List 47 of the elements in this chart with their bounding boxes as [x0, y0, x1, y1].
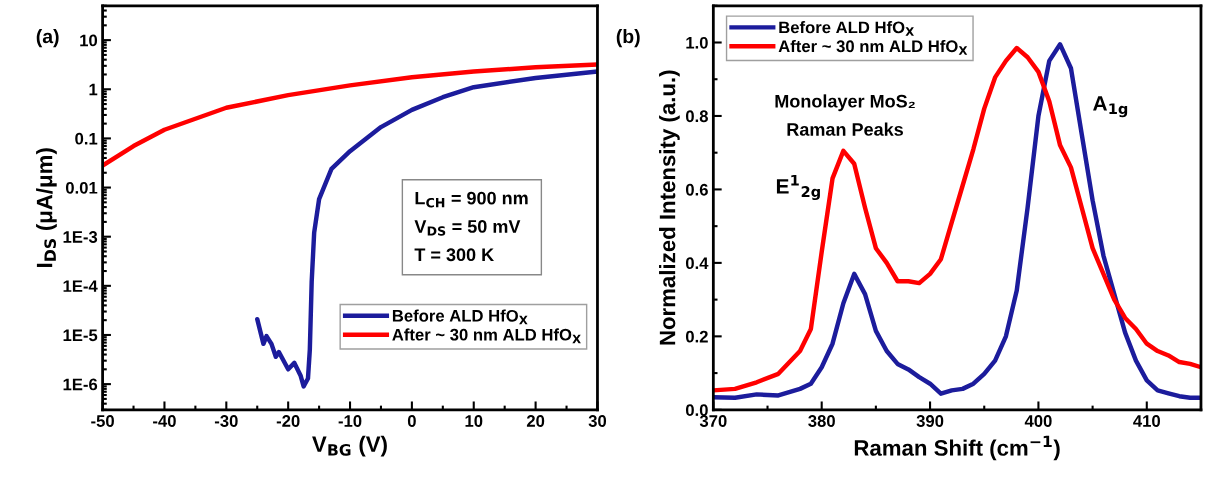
x-tick-label: -30 — [214, 415, 238, 427]
y-tick-label: 0.6 — [685, 183, 708, 196]
y-tick-label: 0.0 — [685, 404, 708, 417]
y-tick-label: 0.8 — [685, 110, 708, 123]
annotation: V$_{DS}$ = 50 mV — [414, 220, 521, 236]
y-tick-label: 1 — [89, 83, 98, 96]
x-tick-label: -40 — [153, 415, 176, 427]
text: (a) — [36, 29, 59, 48]
legend-label: After ~ 30 nm ALD HfO$_{X}$ — [778, 39, 968, 55]
x-tick-label: 410 — [1133, 415, 1161, 427]
annotation: T = 300 K — [414, 248, 494, 262]
y-tick-label: 0.4 — [685, 257, 709, 270]
x-tick-label: 380 — [808, 415, 835, 427]
text: (b) — [616, 29, 640, 48]
y-tick-label: 1E-5 — [63, 329, 98, 342]
y-tick-label: 1E-4 — [63, 280, 98, 292]
annotation: L$_{CH}$ = 900 nm — [415, 191, 528, 208]
x-tick-label: 370 — [699, 415, 727, 427]
y-tick-label: 0.2 — [685, 330, 708, 343]
y-tick-label: 0.1 — [75, 132, 98, 145]
x-tick-label: 10 — [465, 415, 483, 427]
y-tick-label: 0.01 — [65, 181, 98, 194]
x-tick-label: -20 — [276, 415, 300, 427]
legend-label: Before ALD HfO$_{X}$ — [392, 309, 528, 325]
line-series — [255, 69, 598, 389]
x-tick-label: 30 — [588, 415, 607, 427]
annotation: Monolayer MoS₂ — [775, 94, 915, 112]
legend-label: After ~ 30 nm ALD HfO$_{X}$ — [392, 328, 581, 344]
line-series — [102, 62, 598, 168]
x-tick-label: -50 — [91, 415, 114, 427]
annotation: E$^{1}$$_{2g}$ — [776, 174, 820, 201]
y-tick-label: 10 — [80, 34, 98, 47]
y-tick-label: 1.0 — [686, 36, 708, 49]
x-axis-title: V$_{BG}$ (V) — [312, 435, 387, 457]
y-axis-title: Normalized Intensity (a.u.) — [659, 70, 680, 345]
annotation: A$_{1g}$ — [1093, 96, 1128, 118]
x-tick-label: 390 — [916, 415, 944, 427]
x-tick-label: 20 — [526, 415, 545, 427]
annotation: Raman Peaks — [787, 122, 903, 136]
x-tick-label: -10 — [338, 415, 362, 427]
y-tick-label: 1E-6 — [63, 378, 98, 391]
legend-label: Before ALD HfO$_{X}$ — [779, 21, 914, 36]
x-tick-label: 0 — [407, 415, 416, 427]
y-axis-title: I$_{DS}$ (μA/μm) — [36, 148, 57, 267]
x-axis-title: Raman Shift (cm$^{−1}$) — [854, 435, 1060, 461]
y-tick-label: 1E-3 — [63, 231, 98, 243]
x-tick-label: 400 — [1024, 415, 1052, 427]
